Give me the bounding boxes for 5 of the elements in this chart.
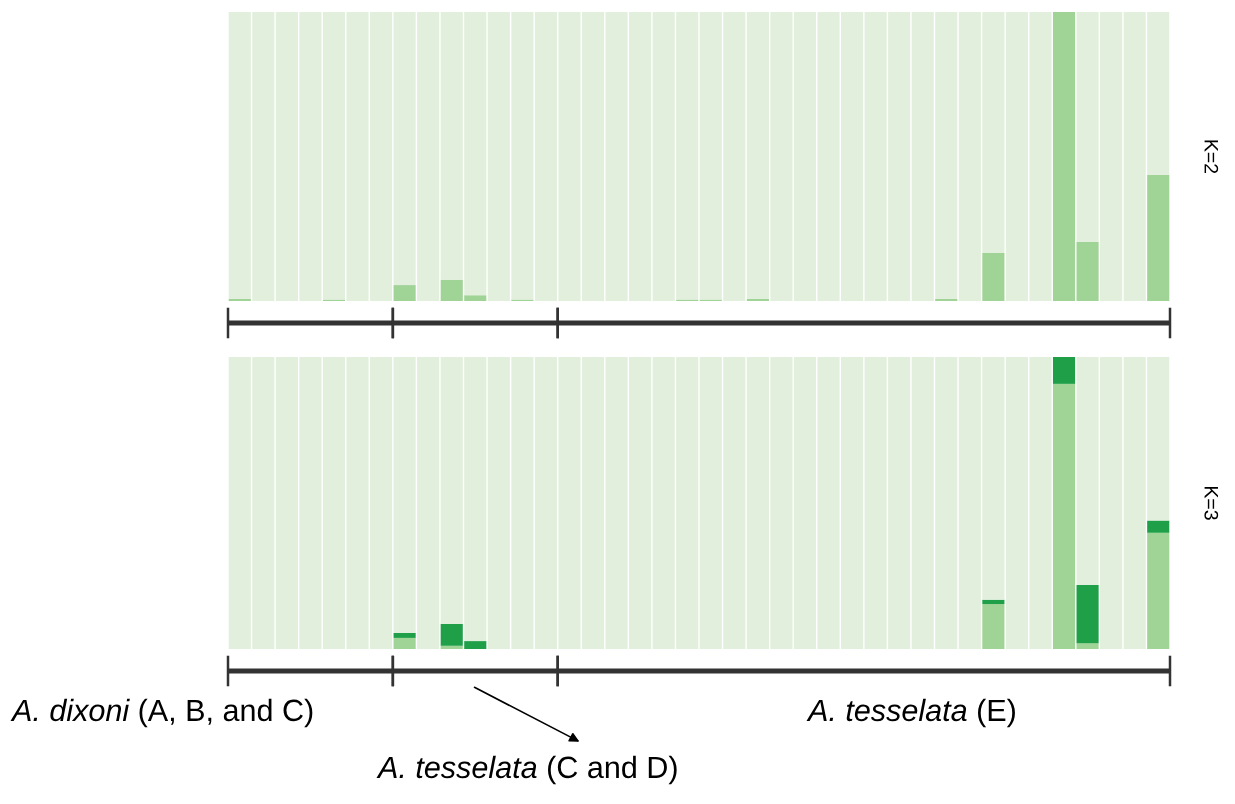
y-axis-title: K=2 (1204, 140, 1219, 174)
text: A. dixoni (A, B, and C) (10, 698, 313, 728)
text: A. tesselata (E) (806, 698, 1015, 728)
y-axis-title: K=3 (1204, 487, 1219, 520)
text: A. tesselata (C and D) (376, 755, 677, 785)
